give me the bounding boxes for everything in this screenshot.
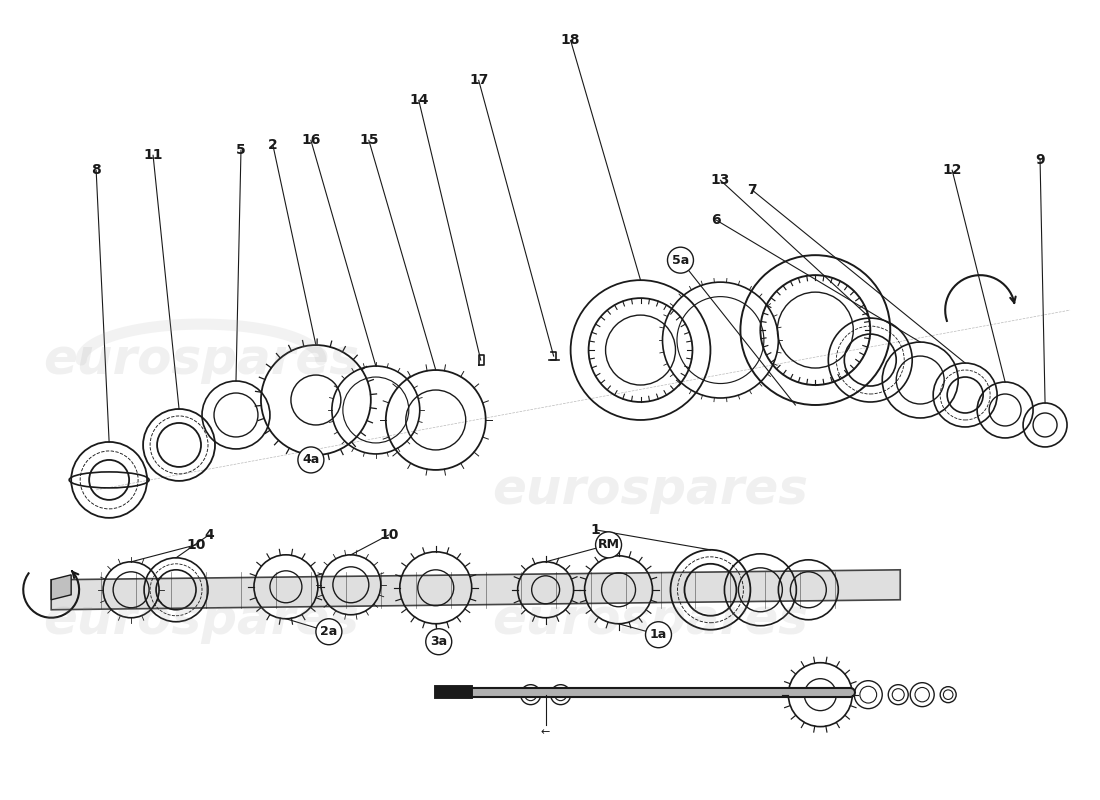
Text: 4: 4 — [205, 528, 213, 542]
Text: 13: 13 — [711, 174, 730, 187]
Polygon shape — [52, 575, 72, 600]
Text: 10: 10 — [186, 538, 206, 552]
Text: 5a: 5a — [672, 254, 689, 266]
Text: eurospares: eurospares — [43, 596, 359, 644]
Text: 14: 14 — [409, 94, 429, 107]
Text: 3a: 3a — [430, 635, 448, 648]
Text: 11: 11 — [143, 148, 163, 162]
Circle shape — [316, 618, 342, 645]
Text: 10: 10 — [379, 528, 398, 542]
Text: 12: 12 — [943, 163, 961, 178]
Text: 9: 9 — [1035, 154, 1045, 167]
Circle shape — [595, 532, 621, 558]
Text: 18: 18 — [561, 34, 581, 47]
Circle shape — [646, 622, 671, 648]
Text: eurospares: eurospares — [493, 466, 808, 514]
Text: 8: 8 — [91, 163, 101, 178]
Circle shape — [426, 629, 452, 654]
Polygon shape — [52, 570, 900, 610]
Text: 6: 6 — [712, 214, 722, 227]
Text: 5: 5 — [236, 143, 246, 158]
Text: RM: RM — [597, 538, 619, 551]
Text: eurospares: eurospares — [43, 336, 359, 384]
Circle shape — [668, 247, 693, 273]
Text: 4a: 4a — [302, 454, 319, 466]
Text: 16: 16 — [301, 134, 320, 147]
Text: 2a: 2a — [320, 626, 338, 638]
Text: 2: 2 — [268, 138, 278, 152]
Text: 1: 1 — [591, 523, 601, 537]
Circle shape — [298, 447, 323, 473]
Text: eurospares: eurospares — [493, 596, 808, 644]
Text: 7: 7 — [748, 183, 757, 198]
Text: 17: 17 — [469, 74, 488, 87]
Text: 1a: 1a — [650, 628, 667, 642]
Text: 15: 15 — [359, 134, 378, 147]
Text: ←: ← — [541, 726, 550, 737]
